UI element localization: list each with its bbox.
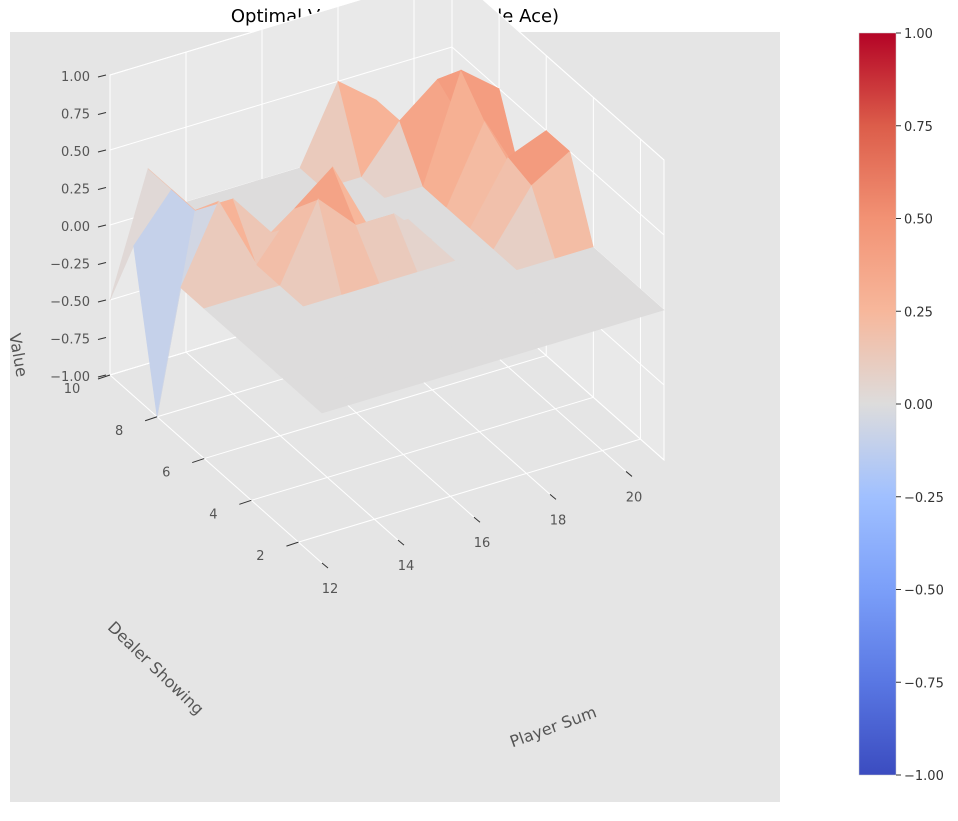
y-tick-label: 8	[115, 424, 123, 439]
x-tick-mark	[473, 516, 481, 523]
x-tick-label: 16	[474, 536, 491, 551]
z-tick-mark	[97, 224, 107, 228]
z-tick-mark	[97, 299, 107, 303]
x-tick-label: 14	[398, 559, 415, 574]
z-tick-mark	[97, 187, 107, 190]
z-tick-mark	[97, 149, 107, 153]
x-tick-mark	[321, 562, 329, 569]
floor-grid-x	[109, 374, 323, 564]
y-tick-label: 10	[64, 382, 81, 397]
colorbar: 1.00 0.75 0.50 0.25 0.00 −0.25 −0.50 −0.75 −1.00	[858, 27, 944, 784]
colorbar-tick-label: −0.25	[904, 491, 944, 506]
x-tick-label: 20	[626, 490, 643, 505]
axis-ticks: 12 14 16 18 20 2 4 6 8 10 1.00 0.75 0.50 0.25 0.00 −0.2…	[50, 70, 642, 597]
z-tick-label: 0.75	[61, 108, 90, 123]
value-surface	[109, 69, 665, 417]
y-tick-mark	[286, 541, 299, 547]
z-tick-label: 0.00	[61, 220, 90, 235]
floor-grid-y	[251, 396, 594, 501]
colorbar-gradient	[858, 32, 897, 776]
x-tick-mark	[625, 471, 633, 477]
z-tick-label: −0.75	[50, 333, 90, 348]
colorbar-tick-label: −0.75	[904, 676, 944, 691]
surface-facet	[601, 288, 665, 322]
y-tick-mark	[239, 499, 252, 505]
y-tick-mark	[144, 416, 158, 422]
x-tick-mark	[549, 493, 557, 500]
colorbar-tick-label: −1.00	[904, 769, 944, 784]
floor-grid-y	[204, 355, 547, 460]
y-tick-label: 2	[256, 549, 264, 564]
z-tick-mark	[97, 74, 107, 78]
x-tick-mark	[397, 539, 405, 546]
z-tick-label: 0.25	[61, 183, 90, 198]
z-tick-mark	[97, 374, 107, 378]
z-tick-label: −0.50	[50, 295, 90, 310]
colorbar-tick-label: 0.00	[904, 398, 933, 413]
floor-grid-x	[185, 351, 399, 541]
back-grid-z	[109, 46, 453, 151]
y-tick-label: 4	[209, 507, 217, 522]
z-tick-label: 1.00	[61, 70, 90, 85]
x-tick-label: 18	[550, 513, 567, 528]
back-grid-z	[109, 0, 361, 76]
z-tick-mark	[97, 337, 107, 340]
y-tick-mark	[192, 458, 205, 464]
colorbar-tick-label: 0.75	[904, 120, 933, 135]
z-tick-label: −1.00	[50, 370, 90, 385]
colorbar-tick-label: 1.00	[904, 27, 933, 42]
z-tick-mark	[97, 112, 107, 115]
colorbar-tick-label: 0.25	[904, 305, 933, 320]
y-tick-mark	[97, 374, 111, 380]
x-tick-label: 12	[322, 582, 339, 597]
side-grid-z	[482, 0, 665, 161]
z-tick-label: 0.50	[61, 145, 90, 160]
colorbar-tick-label: 0.50	[904, 213, 933, 228]
z-tick-label: −0.25	[50, 258, 90, 273]
colorbar-tick-label: −0.50	[904, 584, 944, 599]
colorbar-ticks: 1.00 0.75 0.50 0.25 0.00 −0.25 −0.50 −0.75 −1.00	[896, 27, 944, 784]
y-tick-label: 6	[162, 466, 170, 481]
floor-grid-y	[298, 438, 641, 543]
z-tick-mark	[97, 262, 107, 265]
